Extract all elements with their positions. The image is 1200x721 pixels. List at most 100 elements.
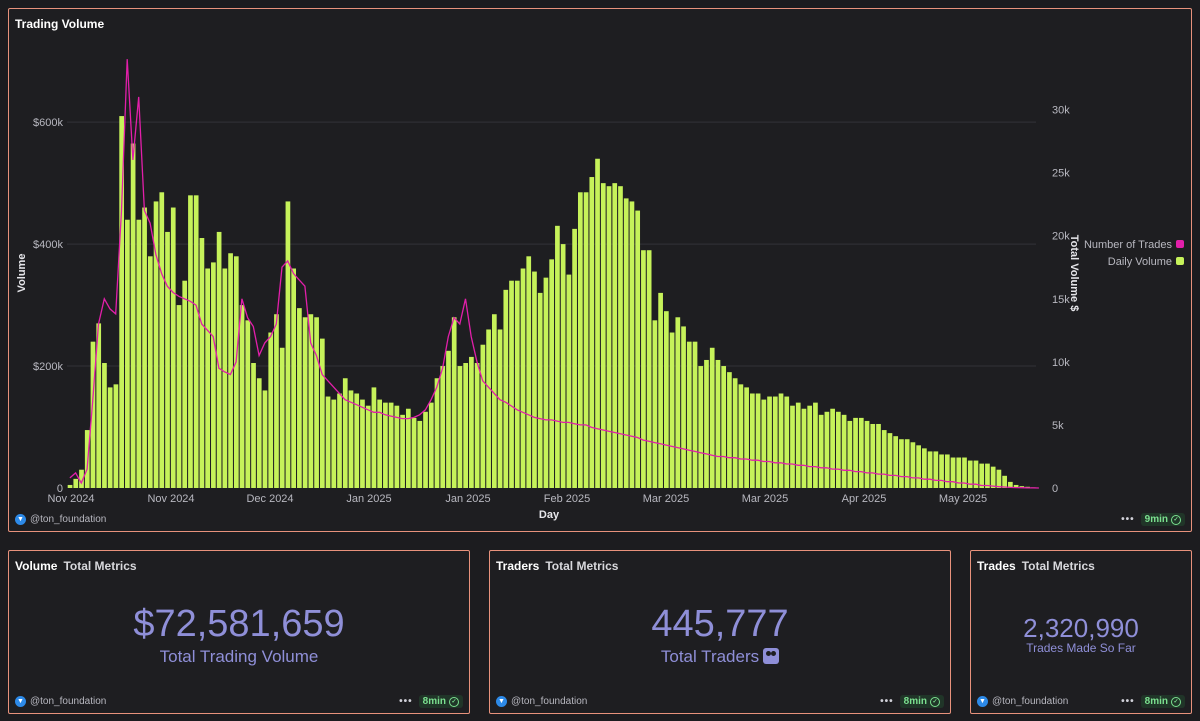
x-tick-label: Nov 2024 — [47, 493, 94, 505]
volume-bar — [979, 463, 985, 488]
volume-bar — [629, 201, 635, 489]
volume-bar — [813, 402, 818, 488]
freshness-badge[interactable]: 8min ✓ — [418, 695, 463, 708]
freshness-badge[interactable]: 9min ✓ — [1140, 513, 1185, 526]
card-title-text: Traders — [496, 559, 540, 573]
volume-bar — [922, 448, 927, 488]
attribution[interactable]: ▼ @ton_foundation — [15, 696, 106, 707]
volume-bar — [887, 433, 893, 488]
volume-bar — [870, 423, 876, 488]
volume-bar — [790, 405, 795, 488]
volume-bar — [434, 378, 440, 488]
volume-bar — [663, 311, 669, 488]
check-icon: ✓ — [930, 696, 940, 707]
volume-bar — [371, 387, 377, 488]
volume-bar — [893, 436, 899, 488]
volume-bar — [205, 268, 210, 488]
volume-bar — [428, 402, 434, 488]
attribution[interactable]: ▼ @ton_foundation — [977, 696, 1068, 707]
volume-bar — [600, 183, 606, 488]
volume-bar — [836, 411, 841, 488]
freshness-text: 8min — [903, 696, 927, 707]
trading-volume-chart: 0 $200k $400k $600k 0 5k 10k 15k 20k 25k 30k Nov 20… — [16, 59, 1184, 521]
y2-tick-label: 5k — [1052, 420, 1064, 432]
volume-bar — [130, 143, 136, 488]
volume-bar — [274, 314, 279, 488]
volume-bar — [342, 378, 348, 488]
volume-bar — [388, 402, 394, 488]
more-options-icon[interactable]: ••• — [880, 696, 894, 707]
volume-bar — [572, 228, 577, 489]
freshness-badge[interactable]: 8min ✓ — [1140, 695, 1185, 708]
attribution[interactable]: ▼ @ton_foundation — [15, 514, 106, 525]
volume-bar — [876, 423, 881, 488]
volume-bar — [67, 484, 73, 488]
volume-card: Volume Total Metrics $72,581,659 Total Tr… — [8, 550, 470, 714]
volume-bar — [245, 320, 251, 488]
volume-bar — [709, 347, 715, 488]
volume-bar — [927, 451, 933, 488]
total-traders-label-row: Total Traders — [490, 647, 950, 667]
check-icon: ✓ — [1171, 514, 1181, 525]
volume-bar — [503, 289, 509, 488]
volume-bar — [555, 225, 560, 488]
more-options-icon[interactable]: ••• — [1121, 514, 1135, 525]
volume-bar — [107, 387, 113, 488]
freshness-text: 9min — [1144, 514, 1168, 525]
volume-bar — [142, 207, 147, 488]
attribution-text: @ton_foundation — [992, 696, 1069, 707]
volume-bar — [532, 271, 537, 488]
legend-label: Daily Volume — [1108, 256, 1172, 268]
volume-bar — [646, 250, 652, 488]
volume-bar — [325, 396, 331, 488]
volume-bar — [761, 399, 767, 488]
volume-bar — [635, 210, 641, 488]
volume-bar — [423, 411, 428, 488]
volume-bar — [560, 244, 566, 488]
freshness-badge[interactable]: 8min ✓ — [899, 695, 944, 708]
volume-bar — [170, 207, 176, 488]
volume-bar — [996, 469, 1002, 488]
volume-bar — [956, 457, 962, 488]
traders-card: Traders Total Metrics 445,777 Total Trade… — [489, 550, 951, 714]
volume-bar — [658, 292, 663, 488]
y-tick-label: $600k — [33, 117, 63, 129]
volume-bar — [96, 323, 102, 488]
volume-bar — [308, 314, 314, 488]
volume-bar — [211, 262, 216, 488]
volume-bar — [537, 292, 543, 488]
attribution-text: @ton_foundation — [511, 696, 588, 707]
y-tick-label: 0 — [57, 483, 63, 495]
volume-bar — [365, 405, 371, 488]
volume-bar — [79, 469, 84, 488]
volume-bar — [686, 341, 692, 488]
volume-bar — [675, 317, 681, 488]
more-options-icon[interactable]: ••• — [399, 696, 413, 707]
volume-bar — [549, 259, 555, 488]
card-title: Trades Total Metrics — [977, 559, 1095, 573]
volume-bar — [566, 274, 572, 488]
volume-bar — [784, 396, 790, 488]
volume-bar — [738, 384, 744, 488]
volume-bar — [222, 268, 228, 488]
x-tick-label: Jan 2025 — [346, 493, 391, 505]
volume-bar — [520, 268, 526, 488]
volume-bar — [824, 411, 830, 488]
x-tick-label: Feb 2025 — [544, 493, 590, 505]
volume-bar — [583, 192, 589, 488]
volume-bar — [486, 329, 491, 488]
volume-bar — [228, 253, 233, 488]
card-subtitle: Total Metrics — [63, 559, 137, 573]
check-icon: ✓ — [1171, 696, 1181, 707]
y2-tick-label: 30k — [1052, 105, 1070, 117]
volume-bar — [119, 116, 124, 488]
volume-bar — [125, 219, 130, 488]
panel-footer-right: ••• 9min ✓ — [1121, 513, 1185, 526]
card-footer-right: ••• 8min ✓ — [399, 695, 463, 708]
more-options-icon[interactable]: ••• — [1121, 696, 1135, 707]
volume-bar — [279, 347, 285, 488]
volume-bar — [962, 457, 967, 488]
volume-bar — [509, 280, 514, 488]
attribution[interactable]: ▼ @ton_foundation — [496, 696, 587, 707]
card-title-text: Volume — [15, 559, 58, 573]
